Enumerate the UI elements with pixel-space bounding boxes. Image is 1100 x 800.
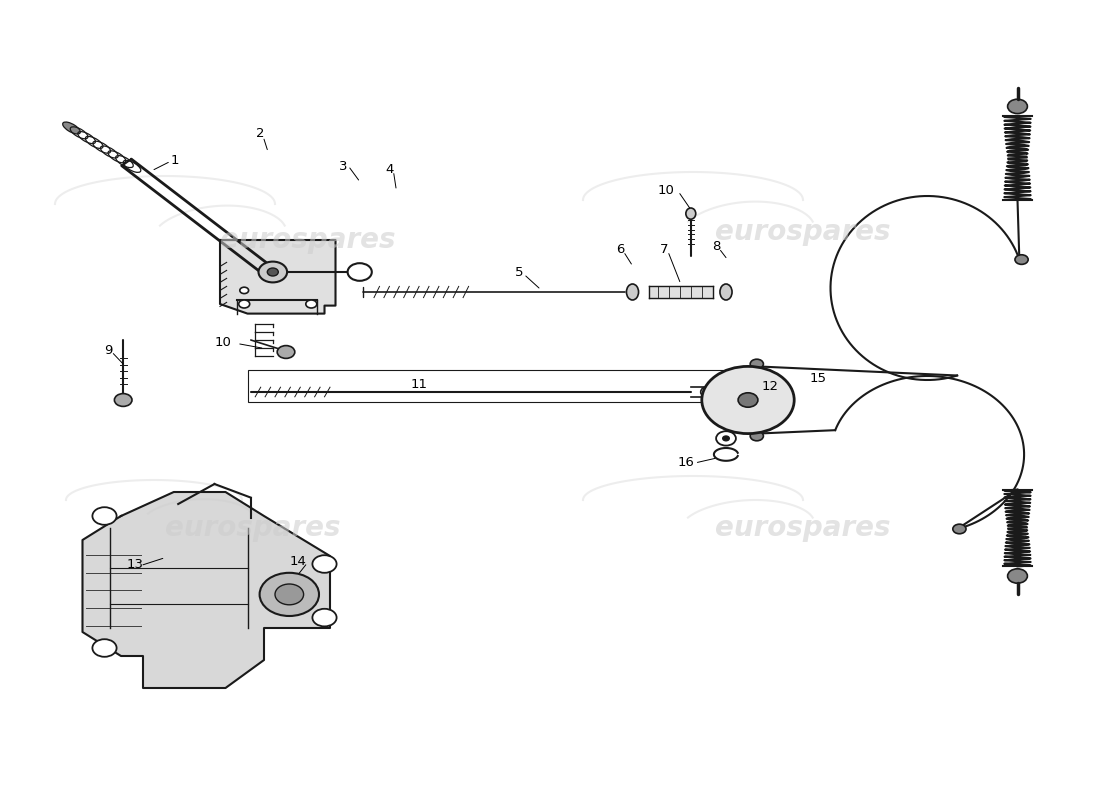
- Text: 13: 13: [126, 558, 143, 570]
- Ellipse shape: [686, 208, 695, 219]
- Text: eurospares: eurospares: [165, 514, 341, 542]
- Text: 4: 4: [385, 163, 394, 176]
- Circle shape: [723, 436, 729, 441]
- Text: 9: 9: [104, 344, 113, 357]
- Text: 16: 16: [678, 456, 694, 469]
- Ellipse shape: [63, 122, 80, 134]
- Text: 11: 11: [410, 378, 427, 391]
- Text: eurospares: eurospares: [220, 226, 396, 254]
- Text: 2: 2: [256, 127, 265, 140]
- Circle shape: [240, 287, 249, 294]
- Polygon shape: [649, 286, 713, 298]
- Ellipse shape: [720, 284, 733, 300]
- Circle shape: [702, 366, 794, 434]
- Circle shape: [716, 431, 736, 446]
- Text: 10: 10: [214, 336, 231, 349]
- Circle shape: [312, 609, 337, 626]
- Ellipse shape: [627, 284, 638, 300]
- Text: 15: 15: [810, 372, 826, 385]
- Text: 12: 12: [761, 380, 778, 393]
- Circle shape: [260, 573, 319, 616]
- Circle shape: [92, 507, 117, 525]
- Text: eurospares: eurospares: [715, 218, 891, 246]
- Polygon shape: [82, 492, 330, 688]
- Circle shape: [92, 639, 117, 657]
- Circle shape: [1015, 254, 1028, 264]
- Text: 7: 7: [660, 243, 669, 256]
- Circle shape: [306, 300, 317, 308]
- Circle shape: [1008, 569, 1027, 583]
- Circle shape: [275, 584, 304, 605]
- Circle shape: [1008, 99, 1027, 114]
- Text: 1: 1: [170, 154, 179, 166]
- Text: 6: 6: [616, 243, 625, 256]
- Circle shape: [312, 555, 337, 573]
- Circle shape: [701, 386, 716, 398]
- Text: 10: 10: [658, 184, 674, 197]
- Text: 8: 8: [712, 240, 720, 253]
- Circle shape: [750, 359, 763, 369]
- Circle shape: [239, 300, 250, 308]
- Circle shape: [277, 346, 295, 358]
- Circle shape: [738, 393, 758, 407]
- Circle shape: [258, 262, 287, 282]
- Circle shape: [750, 431, 763, 441]
- Polygon shape: [220, 240, 336, 314]
- Circle shape: [953, 524, 966, 534]
- Text: 5: 5: [515, 266, 524, 278]
- Text: eurospares: eurospares: [715, 514, 891, 542]
- Circle shape: [348, 263, 372, 281]
- Text: 3: 3: [339, 160, 348, 173]
- Text: 14: 14: [289, 555, 306, 568]
- Circle shape: [114, 394, 132, 406]
- Circle shape: [267, 268, 278, 276]
- Bar: [248, 370, 742, 402]
